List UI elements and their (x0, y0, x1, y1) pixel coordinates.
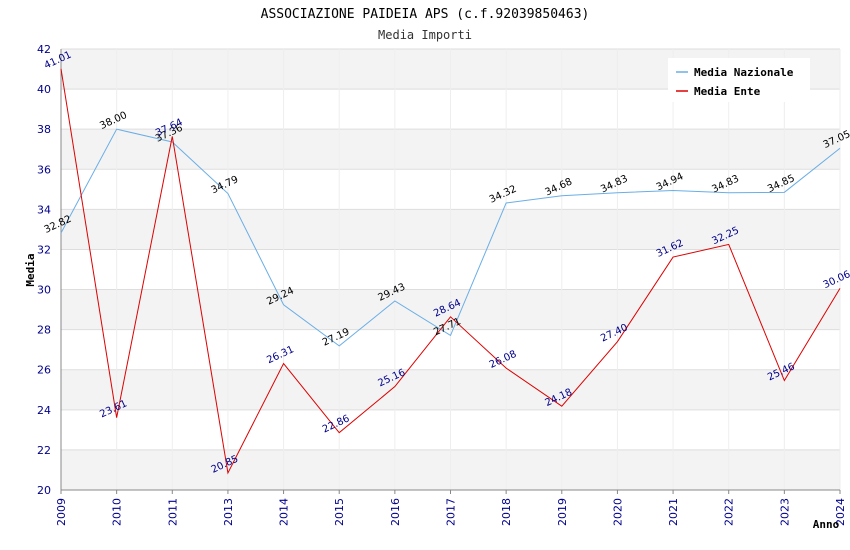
legend-box (668, 58, 810, 102)
x-axis-label: Anno (813, 518, 840, 531)
data-label: 34.79 (210, 174, 241, 196)
data-label: 34.85 (766, 173, 797, 195)
x-tick-label: 2022 (723, 498, 736, 526)
y-tick-label: 20 (37, 484, 51, 497)
chart-title: ASSOCIAZIONE PAIDEIA APS (c.f.9203985046… (261, 7, 590, 22)
y-tick-label: 28 (37, 324, 51, 337)
x-tick-label: 2016 (389, 498, 402, 526)
legend-entry: Media Nazionale (694, 66, 794, 79)
y-tick-label: 30 (37, 284, 51, 297)
y-tick-label: 34 (37, 203, 51, 216)
x-tick-label: 2018 (500, 498, 513, 526)
y-tick-label: 32 (37, 243, 51, 256)
y-tick-label: 22 (37, 444, 51, 457)
series-line-media-nazionale (60, 128, 841, 347)
x-tick-labels: 2009 2010 2011 2013 2014 2015 2016 2017 2018 2019… (55, 498, 847, 526)
axes (60, 49, 841, 494)
data-label: 26.31 (265, 344, 296, 366)
x-tick-label: 2024 (834, 498, 847, 526)
x-tick-label: 2019 (556, 498, 569, 526)
y-tick-label: 36 (37, 163, 51, 176)
y-tick-labels: 20 22 24 26 28 30 32 34 36 38 40 42 (37, 43, 51, 497)
series-lines (60, 68, 841, 475)
legend-entry: Media Ente (694, 85, 761, 98)
grid-lines (60, 48, 841, 491)
y-tick-label: 24 (37, 404, 51, 417)
x-tick-label: 2023 (778, 498, 791, 526)
data-label: 30.06 (822, 269, 850, 291)
legend: Media Nazionale Media Ente (668, 58, 810, 102)
y-tick-label: 26 (37, 364, 51, 377)
data-label: 34.94 (655, 171, 686, 193)
x-tick-label: 2015 (333, 498, 346, 526)
data-label: 22.86 (321, 413, 352, 435)
y-tick-label: 42 (37, 43, 51, 56)
x-tick-label: 2010 (111, 498, 124, 526)
series-line-media-ente (60, 68, 841, 475)
x-tick-label: 2017 (445, 498, 458, 526)
x-tick-label: 2020 (611, 498, 624, 526)
x-tick-label: 2021 (667, 498, 680, 526)
y-axis-label: Media (24, 253, 37, 286)
x-tick-label: 2011 (166, 498, 179, 526)
x-tick-label: 2009 (55, 498, 68, 526)
x-tick-label: 2014 (278, 498, 291, 526)
y-tick-label: 40 (37, 83, 51, 96)
data-label: 26.08 (488, 349, 519, 371)
y-tick-label: 38 (37, 123, 51, 136)
data-label: 38.00 (98, 110, 129, 132)
x-tick-label: 2013 (222, 498, 235, 526)
chart-subtitle: Media Importi (378, 28, 472, 42)
